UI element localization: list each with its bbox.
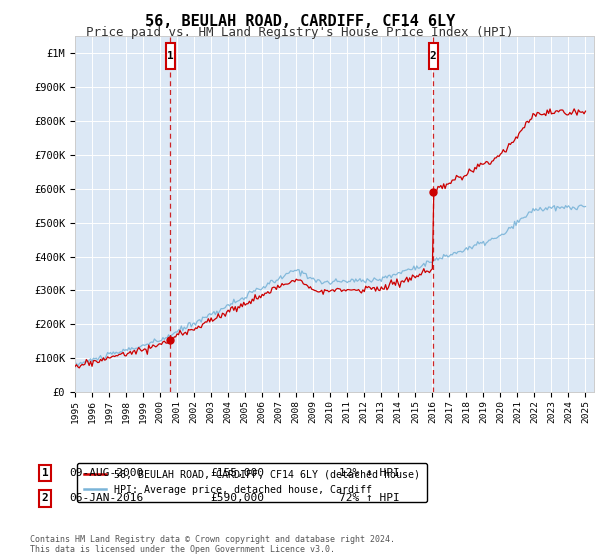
Text: 12% ↑ HPI: 12% ↑ HPI xyxy=(339,468,400,478)
Text: 2: 2 xyxy=(41,493,49,503)
Text: Contains HM Land Registry data © Crown copyright and database right 2024.
This d: Contains HM Land Registry data © Crown c… xyxy=(30,535,395,554)
Bar xyxy=(166,43,175,68)
Text: £590,000: £590,000 xyxy=(210,493,264,503)
Text: 1: 1 xyxy=(41,468,49,478)
Text: £155,000: £155,000 xyxy=(210,468,264,478)
Legend: 56, BEULAH ROAD, CARDIFF, CF14 6LY (detached house), HPI: Average price, detache: 56, BEULAH ROAD, CARDIFF, CF14 6LY (deta… xyxy=(77,463,427,502)
Text: 1: 1 xyxy=(167,51,173,61)
Text: 2: 2 xyxy=(430,51,437,61)
Text: Price paid vs. HM Land Registry's House Price Index (HPI): Price paid vs. HM Land Registry's House … xyxy=(86,26,514,39)
Text: 09-AUG-2000: 09-AUG-2000 xyxy=(69,468,143,478)
Text: 06-JAN-2016: 06-JAN-2016 xyxy=(69,493,143,503)
Bar xyxy=(428,43,438,68)
Text: 56, BEULAH ROAD, CARDIFF, CF14 6LY: 56, BEULAH ROAD, CARDIFF, CF14 6LY xyxy=(145,14,455,29)
Text: 72% ↑ HPI: 72% ↑ HPI xyxy=(339,493,400,503)
